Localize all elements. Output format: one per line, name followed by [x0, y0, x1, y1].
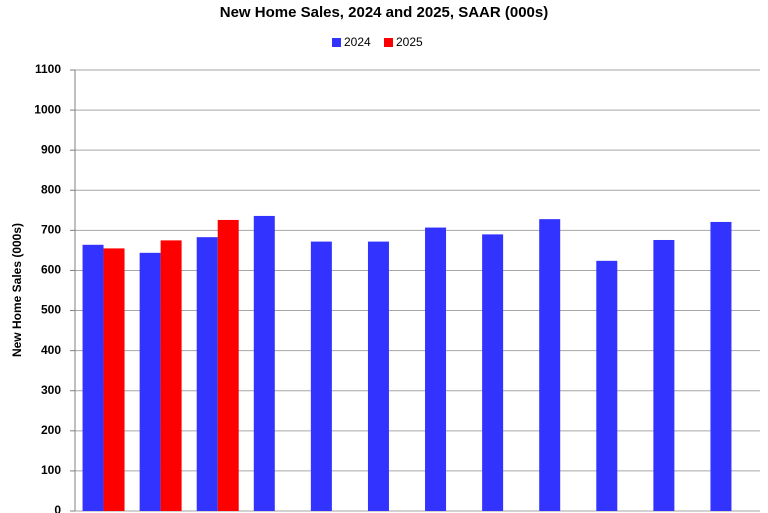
y-tick-label: 0 [54, 503, 61, 513]
y-tick-label: 400 [41, 343, 61, 357]
bar [596, 260, 618, 511]
bar [482, 234, 504, 511]
bar [139, 252, 161, 511]
legend-swatch [332, 38, 341, 47]
bar [196, 237, 218, 512]
y-tick-label: 100 [41, 463, 61, 477]
bar [653, 239, 675, 511]
bar [367, 241, 389, 511]
bar [217, 219, 239, 511]
bar [710, 221, 732, 511]
y-tick-label: 700 [41, 223, 61, 237]
legend-label: 2025 [396, 35, 423, 49]
bar [160, 240, 182, 512]
y-tick-label: 300 [41, 383, 61, 397]
bar [82, 244, 104, 511]
y-axis-title: New Home Sales (000s) [10, 223, 24, 357]
legend-swatch [384, 38, 393, 47]
bar [425, 227, 447, 512]
y-tick-label: 1000 [34, 102, 61, 116]
y-tick-label: 600 [41, 263, 61, 277]
bar [310, 241, 332, 511]
y-tick-label: 1100 [35, 62, 61, 76]
y-tick-label: 800 [41, 182, 61, 196]
legend-label: 2024 [344, 35, 371, 49]
chart-title: New Home Sales, 2024 and 2025, SAAR (000… [220, 4, 549, 21]
y-tick-label: 900 [41, 142, 61, 156]
y-tick-label: 200 [41, 423, 61, 437]
bar [103, 248, 125, 511]
bar [539, 219, 561, 511]
y-tick-label: 500 [41, 303, 61, 317]
bar [253, 215, 275, 511]
